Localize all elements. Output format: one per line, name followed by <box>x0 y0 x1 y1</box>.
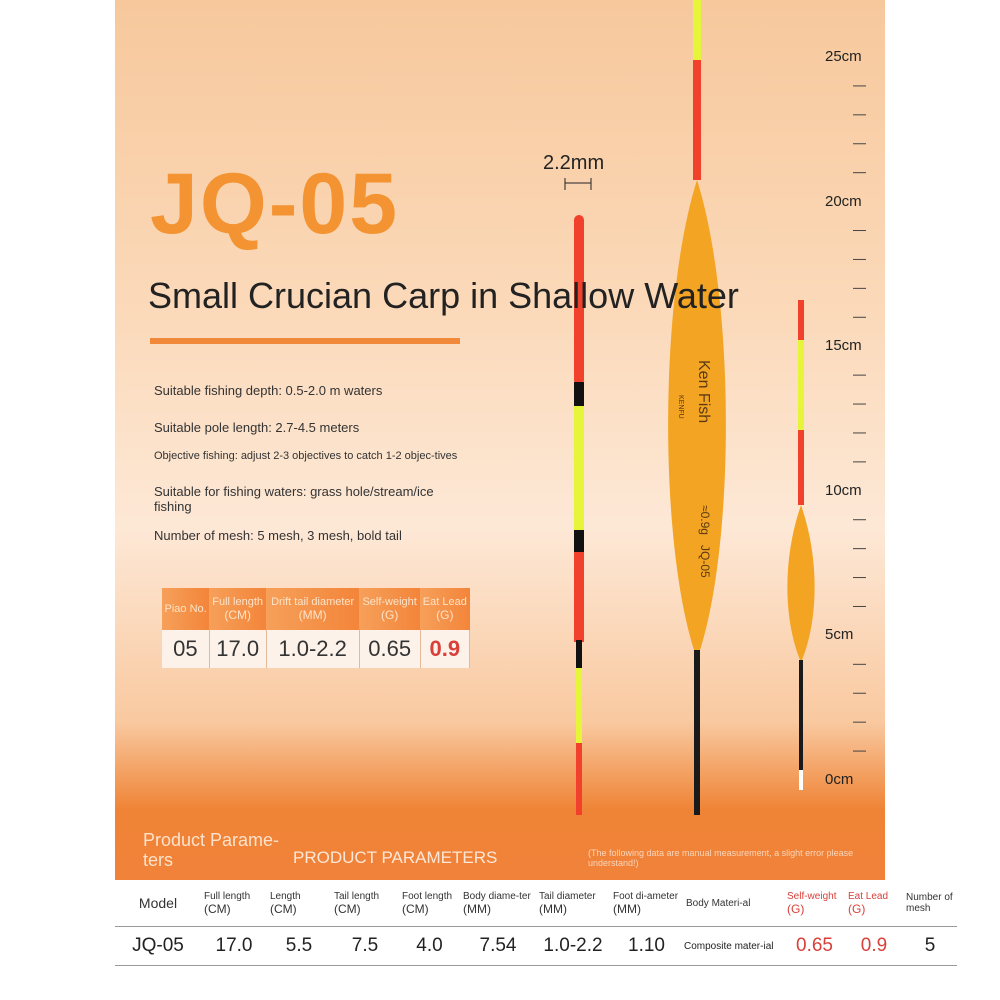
header-unit: (G) <box>436 608 454 622</box>
header-cell: Self-weight (G) <box>784 880 845 927</box>
params-title: Product Parame-ters <box>143 830 280 870</box>
header-cell: Foot di-ameter (MM) <box>610 880 683 927</box>
header-label: Self-weight <box>787 890 837 902</box>
header-unit: (CM) <box>204 901 231 916</box>
header-unit: (G) <box>787 901 805 916</box>
feature: Suitable for fishing waters: grass hole/… <box>154 484 434 514</box>
params-table: Model Full length (CM) Length (CM) Tail lengt… <box>115 880 957 966</box>
header-label: Foot length <box>402 890 453 902</box>
ruler-label: 15cm <box>825 337 862 355</box>
subtitle: Small Crucian Carp in Shallow Water <box>148 275 739 316</box>
main-float <box>668 0 726 815</box>
param-cell: 1.0-2.2 <box>536 926 610 966</box>
header-label: Number of mesh <box>906 892 953 914</box>
float-weight: ≈0.9g <box>698 505 712 535</box>
header-cell: Model <box>115 880 201 927</box>
header-cell: Eat Lead (G) <box>420 588 470 630</box>
param-cell: 0.65 <box>784 926 845 966</box>
thin-float <box>574 215 584 815</box>
header-unit: (MM) <box>539 901 567 916</box>
header-unit: (MM) <box>298 608 327 622</box>
float-model: JQ-05 <box>698 545 712 578</box>
ruler-ticks <box>853 85 866 752</box>
header-unit: (CM) <box>270 901 297 916</box>
model-title: JQ-05 <box>150 156 400 252</box>
background <box>115 0 885 880</box>
underline <box>150 338 460 344</box>
value-cell: 0.9 <box>420 630 471 668</box>
header-label: Tail length <box>334 890 380 902</box>
feature: Number of mesh: 5 mesh, 3 mesh, bold tai… <box>154 528 402 543</box>
header-cell: Full length (CM) <box>209 588 267 630</box>
spec-card: Piao No. Full length (CM) Drift tail diamet… <box>162 588 471 668</box>
header-label: Eat Lead <box>422 596 467 608</box>
ruler-label: 25cm <box>825 48 862 65</box>
header-cell: Tail length (CM) <box>331 880 399 927</box>
header-cell: Eat Lead (G) <box>845 880 903 927</box>
value-cell: 05 <box>162 630 210 668</box>
header-label: Eat Lead <box>848 890 889 902</box>
small-float <box>787 300 815 790</box>
header-label: Drift tail diameter <box>271 596 355 608</box>
header-cell: Body diame-ter (MM) <box>460 880 536 927</box>
tail-width: 2.2mm <box>543 152 605 174</box>
header-label: Foot di-ameter <box>613 890 679 902</box>
param-cell: JQ-05 <box>115 926 201 966</box>
header-cell: Self-weight (G) <box>359 588 421 630</box>
header-label: Body Materi-al <box>686 897 751 909</box>
header-cell: Full length (CM) <box>201 880 267 927</box>
header-unit: (MM) <box>463 901 491 916</box>
param-cell: 4.0 <box>399 926 460 966</box>
param-cell: 1.10 <box>610 926 683 966</box>
header-unit: (MM) <box>613 901 641 916</box>
float-brand: Ken Fish <box>695 360 712 424</box>
header-unit: (G) <box>848 901 866 916</box>
feature: Suitable fishing depth: 0.5-2.0 m waters <box>154 383 383 398</box>
ruler-label: 10cm <box>825 481 862 499</box>
ruler-label: 20cm <box>825 192 862 210</box>
header-cell: Body Materi-al <box>683 880 784 927</box>
param-cell: 7.54 <box>460 926 536 966</box>
header-cell: Tail diameter (MM) <box>536 880 610 927</box>
header-label: Body diame-ter <box>463 890 531 902</box>
value-cell: 1.0-2.2 <box>266 630 360 668</box>
floats <box>564 0 866 815</box>
header-label: Full length <box>212 596 264 608</box>
param-cell: 7.5 <box>331 926 399 966</box>
header-cell: Piao No. <box>162 588 210 630</box>
header-label: Length <box>270 890 301 902</box>
width-marker <box>564 178 592 190</box>
ruler-label: 5cm <box>825 626 854 644</box>
header-label: Self-weight <box>362 596 417 608</box>
param-cell: 0.9 <box>845 926 903 966</box>
params-title-caps: PRODUCT PARAMETERS <box>293 848 498 867</box>
value-cell: 0.65 <box>359 630 421 668</box>
param-cell: 5 <box>903 926 957 966</box>
feature: Suitable pole length: 2.7-4.5 meters <box>154 420 360 435</box>
ruler-label: 0cm <box>825 771 854 788</box>
header-cell: Foot length (CM) <box>399 880 460 927</box>
param-cell: 17.0 <box>201 926 267 966</box>
params-note: (The following data are manual measureme… <box>588 848 854 868</box>
feature: Objective fishing: adjust 2-3 objectives… <box>154 450 458 462</box>
param-cell: Composite mater-ial <box>683 926 784 966</box>
value-cell: 17.0 <box>209 630 267 668</box>
header-unit: (CM) <box>334 901 361 916</box>
header-label: Model <box>138 895 178 911</box>
header-unit: (CM) <box>402 901 429 916</box>
param-cell: 5.5 <box>267 926 331 966</box>
float-brand-sub: KENFU <box>677 395 684 419</box>
header-label: Tail diameter <box>539 890 596 902</box>
header-label: Piao No. <box>164 603 207 615</box>
header-unit: (CM) <box>224 608 251 622</box>
header-cell: Length (CM) <box>267 880 331 927</box>
header-label: Full length <box>204 890 251 902</box>
header-cell: Number of mesh <box>903 880 957 927</box>
header-unit: (G) <box>380 608 399 622</box>
header-cell: Drift tail diameter (MM) <box>266 588 360 630</box>
